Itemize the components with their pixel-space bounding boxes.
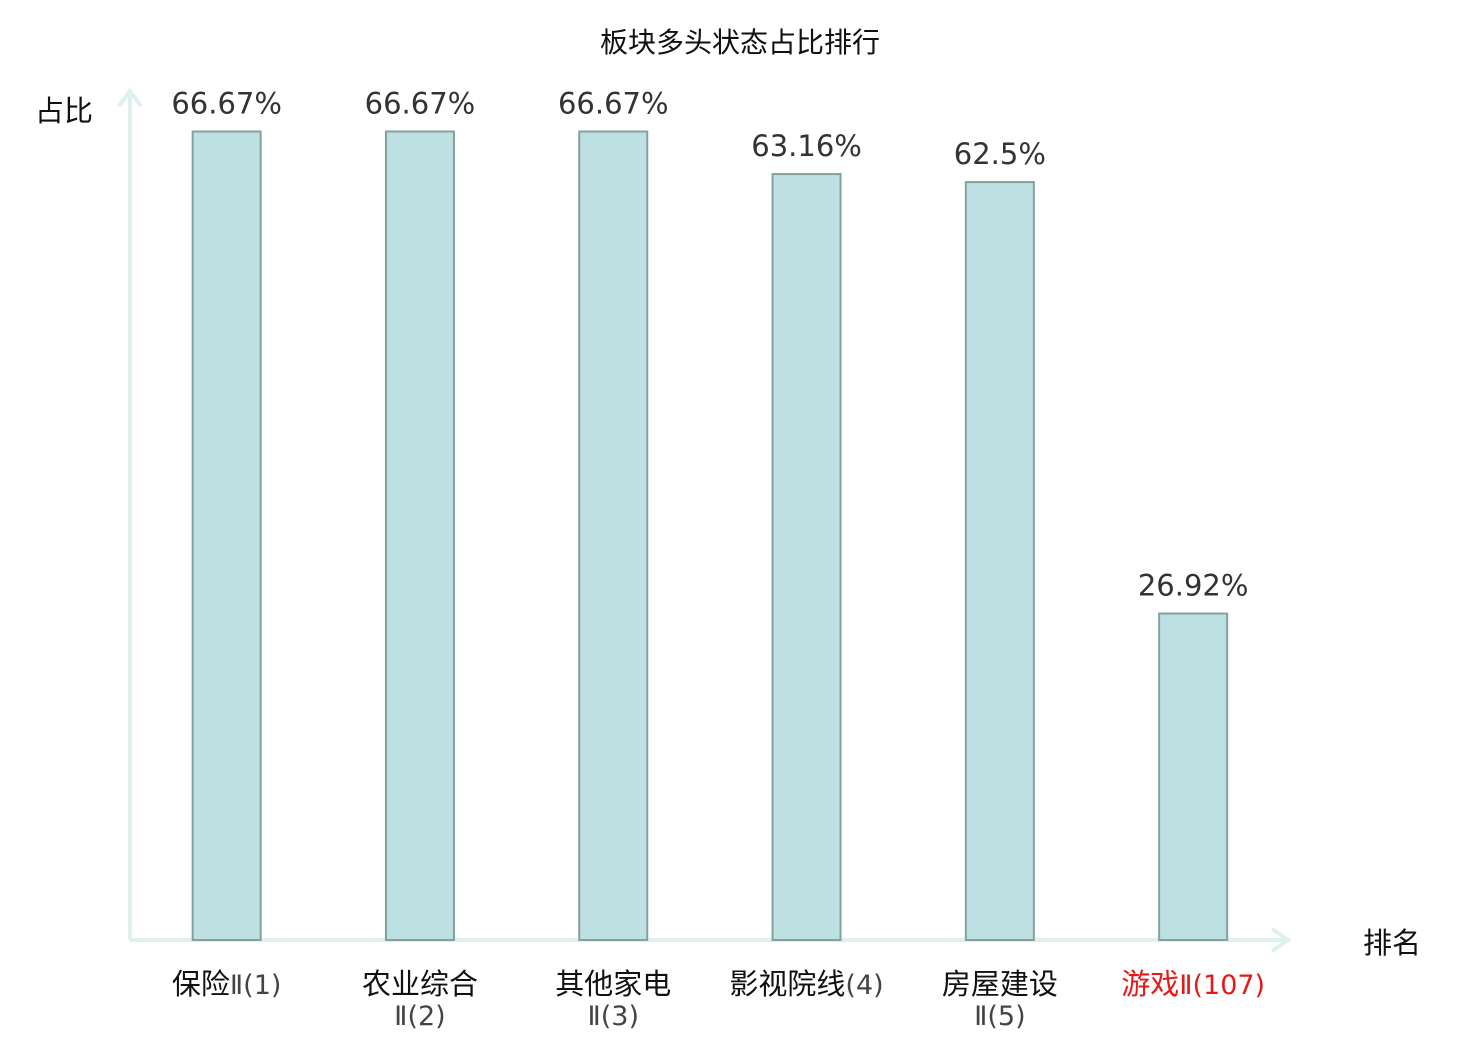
category-label: 保险Ⅱ(1)	[172, 967, 282, 1001]
value-label: 62.5%	[954, 137, 1046, 171]
value-label: 66.67%	[365, 87, 476, 121]
category-name: 其他家电	[555, 967, 671, 1001]
y-axis-label: 占比	[35, 94, 93, 128]
value-label: 66.67%	[171, 87, 282, 121]
category-label: 影视院线(4)	[729, 967, 883, 1001]
category-name: 影视院线	[729, 967, 845, 1001]
value-label: 63.16%	[751, 129, 862, 163]
bars-group	[191, 130, 1229, 942]
category-name: 保险	[172, 967, 230, 1001]
bar	[578, 130, 649, 941]
value-label: 26.92%	[1138, 569, 1249, 603]
category-rank: Ⅱ(5)	[974, 1001, 1026, 1032]
category-rank: (4)	[845, 970, 883, 1001]
category-rank: Ⅱ(1)	[230, 970, 282, 1001]
category-rank: Ⅱ(2)	[394, 1001, 446, 1032]
y-axis-arrow	[117, 87, 143, 108]
x-axis-label: 排名	[1363, 926, 1421, 960]
chart-title: 板块多头状态占比排行	[600, 26, 880, 59]
value-labels-group: 66.67% 66.67% 66.67% 63.16% 62.5% 26.92%	[171, 87, 1248, 603]
svg-text:游戏Ⅱ(107): 游戏Ⅱ(107)	[1121, 967, 1265, 1001]
category-rank: Ⅱ(3)	[587, 1001, 639, 1032]
category-name: 农业综合	[362, 967, 478, 1001]
bar	[384, 130, 455, 941]
category-label: 游戏Ⅱ(107)	[1121, 967, 1265, 1001]
axes	[117, 87, 1292, 953]
bar	[771, 173, 842, 942]
bar	[964, 181, 1035, 941]
value-label: 66.67%	[558, 87, 669, 121]
category-name: 游戏	[1121, 967, 1179, 1001]
bar	[1158, 612, 1229, 941]
x-axis-arrow	[1270, 927, 1292, 953]
svg-text:影视院线(4): 影视院线(4)	[729, 967, 883, 1001]
category-name: 房屋建设	[942, 967, 1058, 1001]
bar	[191, 130, 262, 941]
svg-text:保险Ⅱ(1): 保险Ⅱ(1)	[172, 967, 282, 1001]
category-rank: Ⅱ(107)	[1179, 970, 1265, 1001]
